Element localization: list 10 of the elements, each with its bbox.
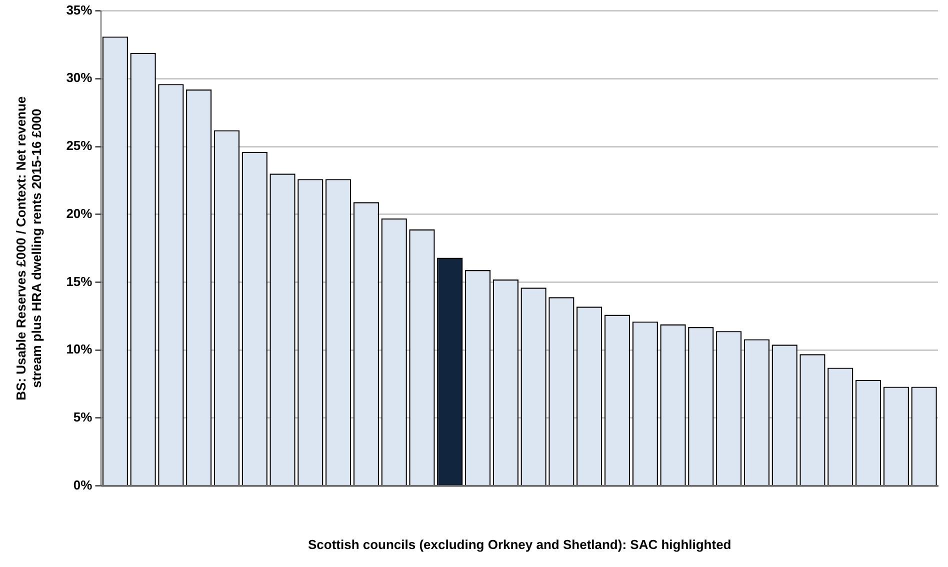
y-axis-title: BS: Usable Reserves £000 / Context: Net revenue stream plus HRA dwelling rents 2015-16 £000 — [13, 96, 44, 400]
y-tick-label: 5% — [73, 410, 93, 425]
y-tick-label: 35% — [66, 2, 93, 18]
y-tick-label: 25% — [66, 138, 93, 154]
x-axis-title: Scottish councils (excluding Orkney and Shetland): SAC highlighted — [308, 536, 732, 552]
y-tick-label: 20% — [66, 206, 93, 221]
y-tick-label: 30% — [66, 70, 93, 86]
y-tick-label: 15% — [66, 274, 93, 289]
y-tick-label: 10% — [66, 342, 93, 357]
y-tick-label: 0% — [73, 477, 93, 492]
